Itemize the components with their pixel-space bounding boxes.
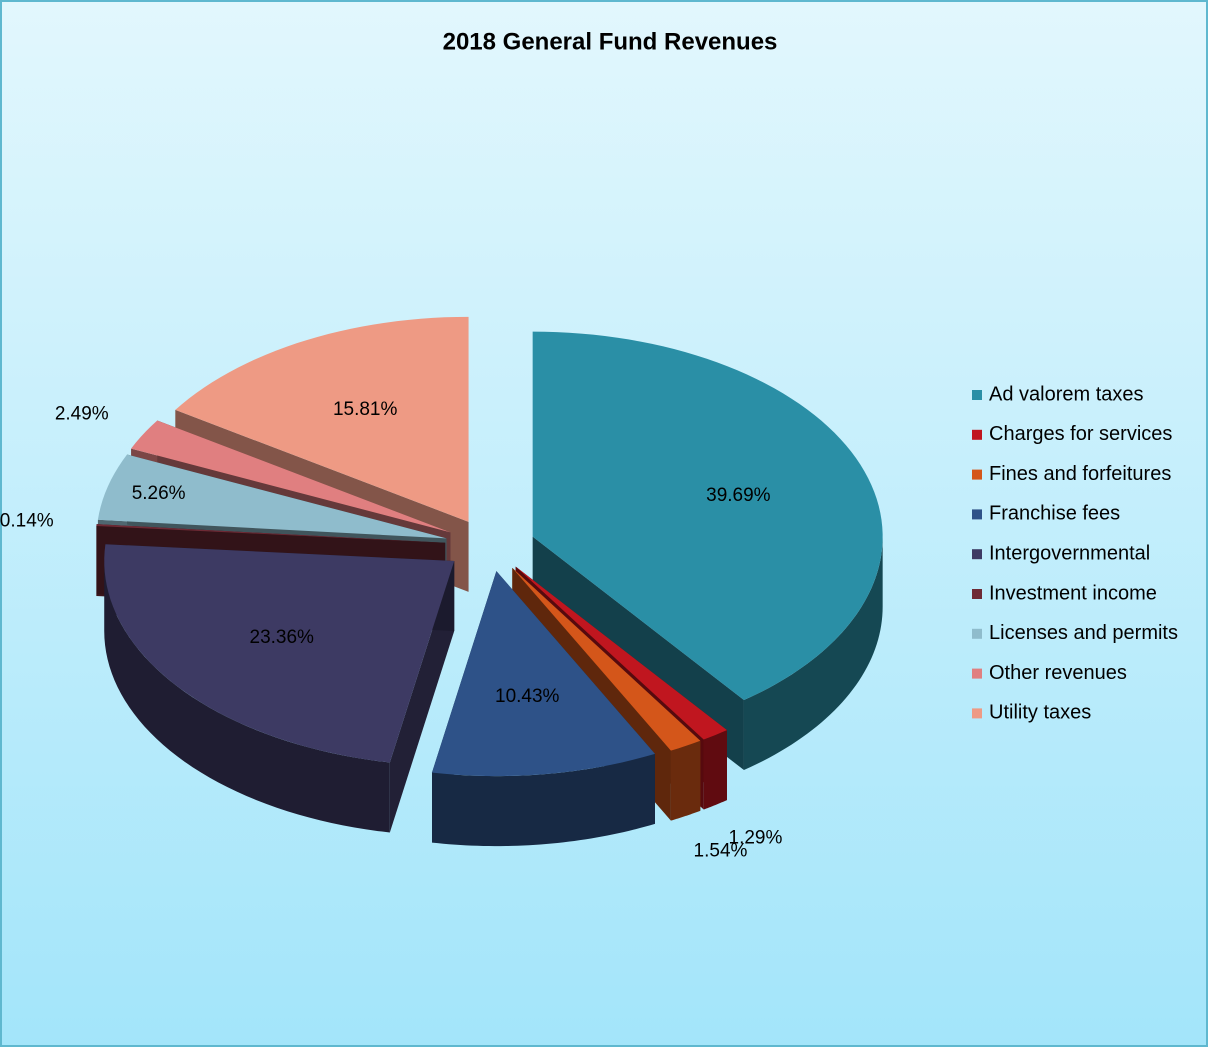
slice-wall	[104, 560, 390, 833]
legend-label: Charges for services	[989, 423, 1172, 445]
legend-label: Fines and forfeitures	[989, 463, 1171, 485]
legend-label: Utility taxes	[989, 702, 1091, 724]
legend-swatch	[972, 469, 982, 480]
labels: 39.69% 1.29%1.54% 10.43% 23.36% 0.14% 5.26% 2.…	[0, 399, 782, 861]
slice-wall	[432, 753, 655, 847]
slice-top	[432, 571, 655, 777]
slice-wall	[743, 536, 883, 771]
data-label: 15.81%	[333, 399, 398, 420]
legend-swatch	[972, 509, 982, 520]
slice-wall	[703, 730, 727, 810]
data-label: 10.43%	[495, 686, 560, 707]
slice-top	[104, 544, 455, 763]
data-label: 2.49%	[55, 404, 109, 425]
pie	[96, 316, 883, 847]
legend-label: Other revenues	[989, 662, 1127, 684]
slice-top	[515, 566, 727, 740]
data-label: 1.29%	[729, 828, 783, 849]
legend-swatch	[972, 390, 982, 400]
slice-top	[131, 420, 451, 533]
slice	[432, 571, 655, 847]
legend-label: Franchise fees	[989, 503, 1120, 525]
data-label: 0.14%	[0, 511, 54, 532]
legend-swatch	[972, 589, 982, 599]
legend-swatch	[972, 549, 982, 560]
legend-label: Ad valorem taxes	[989, 383, 1144, 405]
legend-label: Investment income	[989, 582, 1157, 604]
data-label: 1.54%	[694, 841, 748, 862]
data-label: 39.69%	[706, 485, 771, 506]
legend-label: Intergovernmental	[989, 542, 1150, 564]
legend-swatch	[972, 668, 982, 679]
legend-swatch	[972, 708, 982, 719]
slice	[104, 544, 455, 833]
legend-swatch	[972, 628, 982, 639]
chart-title: 2018 General Fund Revenues	[443, 28, 778, 55]
legend: Ad valorem taxes Charges for services Fine…	[972, 383, 1178, 724]
slice-top	[175, 316, 469, 522]
legend-swatch	[972, 429, 982, 440]
slice-wall	[670, 740, 701, 821]
data-label: 23.36%	[250, 627, 315, 648]
slice-top	[512, 567, 701, 751]
slice-top	[532, 331, 883, 701]
slice-top	[96, 524, 446, 543]
legend-label: Licenses and permits	[989, 622, 1178, 644]
slice-top	[97, 454, 447, 539]
data-label: 5.26%	[132, 483, 186, 504]
